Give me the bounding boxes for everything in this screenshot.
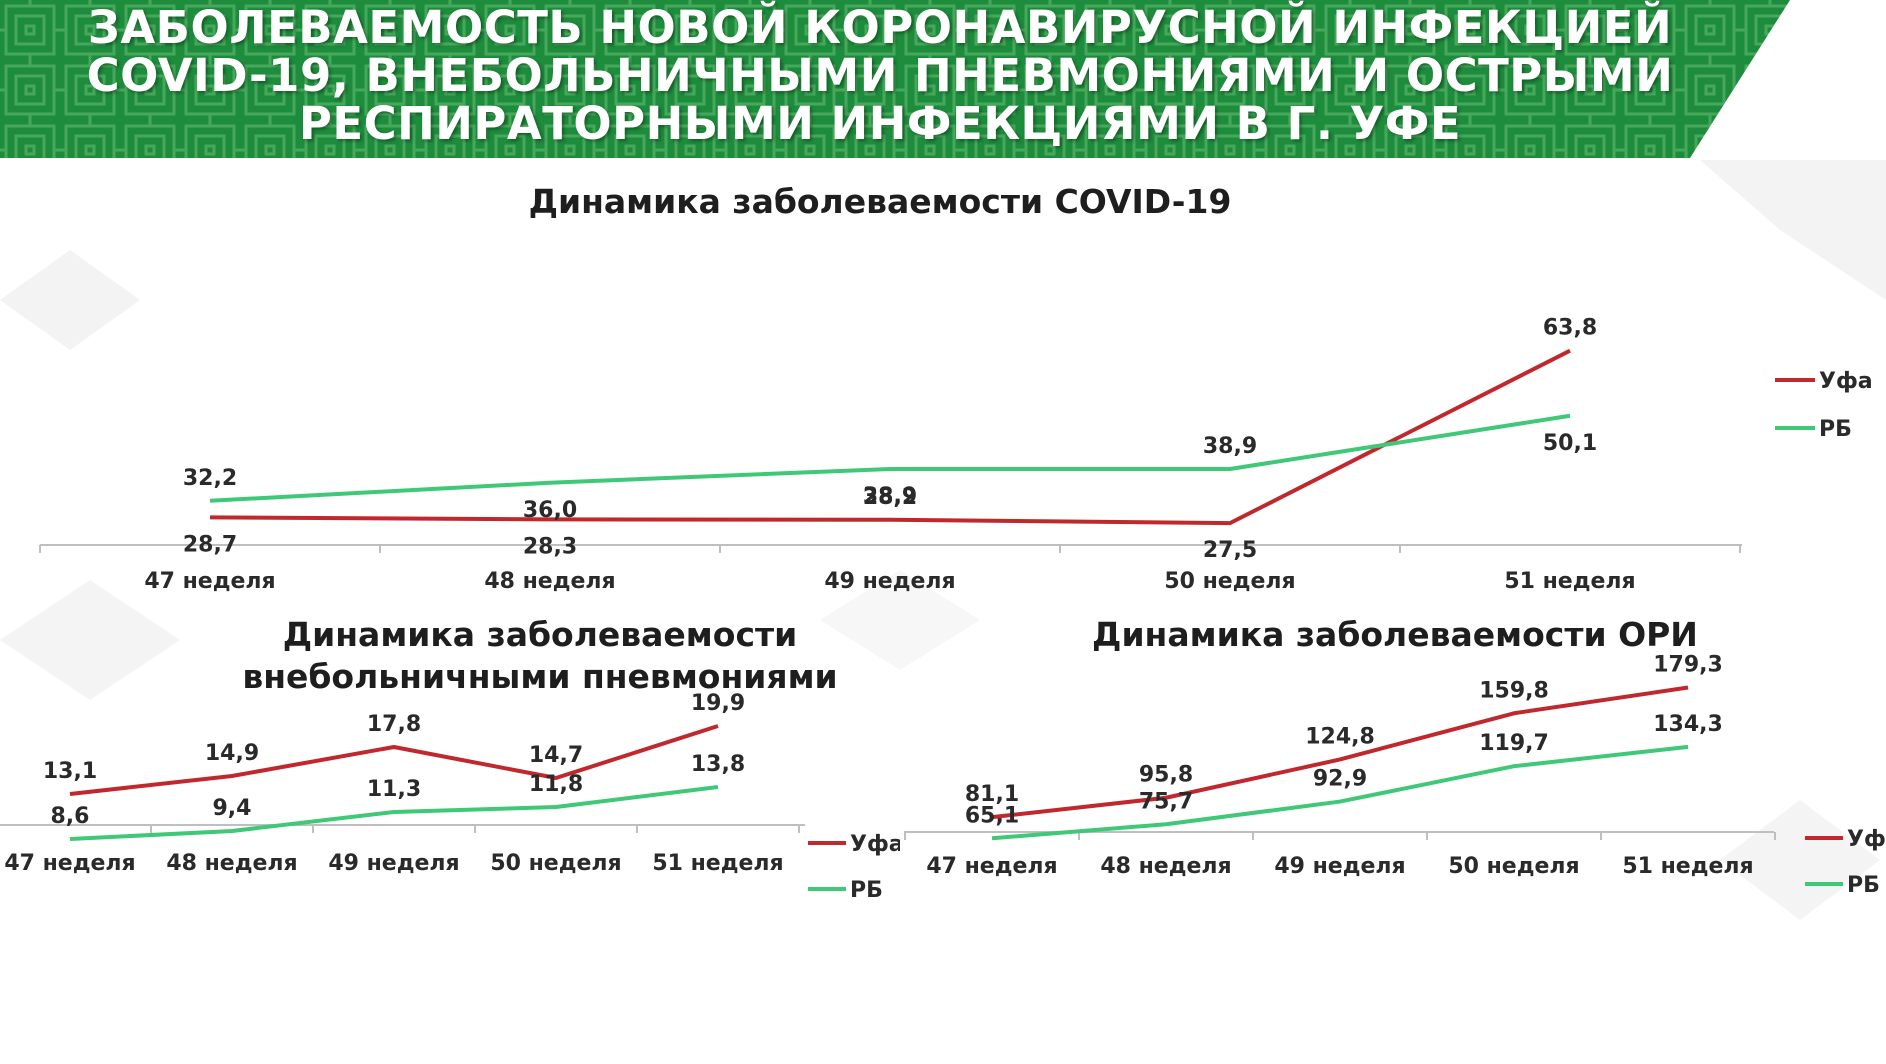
banner-ornament (0, 0, 1790, 158)
x-tick-label: 50 неделя (1448, 854, 1579, 879)
x-tick-label: 48 неделя (1100, 854, 1231, 879)
covid-chart: Динамика заболеваемости COVID-19 47 неде… (0, 170, 1886, 610)
chart-title: Динамика заболеваемости внебольничными п… (242, 615, 838, 696)
data-label: 36,0 (523, 498, 577, 523)
data-label: 38,9 (1203, 434, 1257, 459)
x-tick-label: 48 неделя (166, 851, 297, 876)
data-label: 81,1 (965, 782, 1019, 807)
data-label: 63,8 (1543, 316, 1597, 341)
x-tick-label: 47 неделя (4, 851, 135, 876)
x-tick-label: 49 неделя (328, 851, 459, 876)
header-banner: ЗАБОЛЕВАЕМОСТЬ НОВОЙ КОРОНАВИРУСНОЙ ИНФЕ… (0, 0, 1886, 160)
data-label: 32,2 (183, 466, 237, 491)
data-label: 179,3 (1653, 653, 1723, 678)
series-line-rb (69, 785, 719, 841)
legend-label: Уфа (1847, 827, 1886, 852)
data-label: 27,5 (1203, 538, 1257, 563)
slide-title: ЗАБОЛЕВАЕМОСТЬ НОВОЙ КОРОНАВИРУСНОЙ ИНФЕ… (86, 1, 1674, 150)
data-label: 119,7 (1479, 731, 1549, 756)
x-tick-label: 50 неделя (490, 851, 621, 876)
data-label: 28,7 (183, 532, 237, 557)
series-line-ufa (69, 724, 719, 796)
data-label: 11,8 (529, 772, 583, 797)
x-tick-label: 50 неделя (1164, 569, 1295, 594)
pneumonia-chart: Динамика заболеваемости внебольничными п… (0, 610, 904, 1060)
chart-title: Динамика заболеваемости ОРИ (1092, 615, 1698, 654)
legend-label: РБ (1847, 873, 1880, 898)
pneumonia-plot: 47 неделя 48 неделя 49 неделя 50 неделя 51 н… (0, 691, 904, 903)
data-label: 50,1 (1543, 431, 1597, 456)
legend-label: РБ (850, 878, 883, 903)
data-label: 11,3 (367, 777, 421, 802)
data-label: 75,7 (1139, 789, 1193, 814)
covid-plot: 47 неделя 48 неделя 49 неделя 50 неделя 51 н… (39, 316, 1873, 594)
data-label: 38,9 (863, 484, 917, 509)
x-tick-label: 47 неделя (926, 854, 1057, 879)
legend-label: Уфа (1819, 369, 1873, 394)
data-label: 14,9 (205, 741, 259, 766)
data-label: 134,3 (1653, 712, 1723, 737)
legend-label: РБ (1819, 417, 1852, 442)
x-tick-label: 51 неделя (652, 851, 783, 876)
data-label: 9,4 (213, 796, 252, 821)
data-label: 92,9 (1313, 767, 1367, 792)
data-label: 17,8 (367, 712, 421, 737)
data-label: 124,8 (1305, 724, 1375, 749)
data-label: 19,9 (691, 691, 745, 716)
data-label: 8,6 (51, 804, 90, 829)
legend-label: Уфа (850, 832, 900, 857)
ari-plot: 47 неделя 48 неделя 49 неделя 50 неделя 51 н… (904, 653, 1886, 898)
series-line-ufa (991, 685, 1689, 820)
ari-chart: Динамика заболеваемости ОРИ 47 неделя 48 … (900, 610, 1886, 1060)
data-label: 28,2 (863, 485, 917, 510)
x-tick-label: 49 неделя (1274, 854, 1405, 879)
data-label: 13,8 (691, 752, 745, 777)
data-label: 65,1 (965, 803, 1019, 828)
x-tick-label: 49 неделя (824, 569, 955, 594)
x-tick-label: 48 неделя (484, 569, 615, 594)
x-tick-label: 51 неделя (1622, 854, 1753, 879)
chart-title: Динамика заболеваемости COVID-19 (528, 182, 1232, 221)
x-tick-label: 51 неделя (1504, 569, 1635, 594)
series-line-rb (991, 744, 1689, 841)
data-label: 159,8 (1479, 678, 1549, 703)
data-label: 13,1 (43, 759, 97, 784)
data-label: 28,3 (523, 534, 577, 559)
series-line-rb (209, 413, 1571, 503)
data-label: 14,7 (529, 743, 583, 768)
data-label: 95,8 (1139, 763, 1193, 788)
series-line-ufa (209, 348, 1571, 526)
x-tick-label: 47 неделя (144, 569, 275, 594)
